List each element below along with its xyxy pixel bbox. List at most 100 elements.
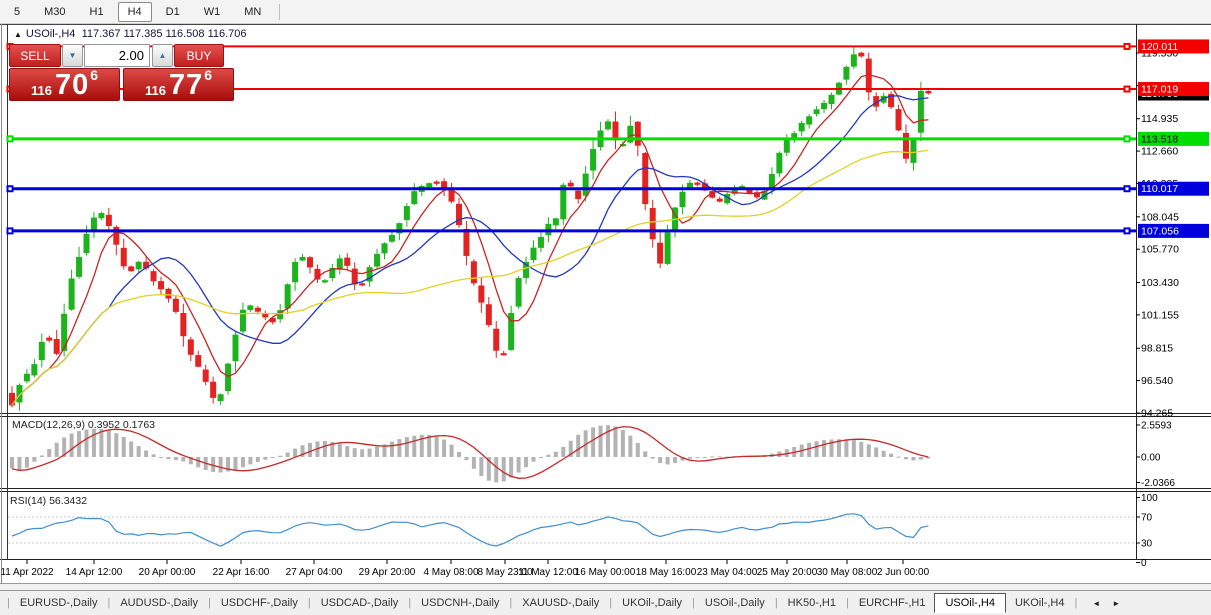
- candle-body: [843, 66, 850, 80]
- ma-slow: [11, 149, 929, 406]
- macd-histogram-bar: [367, 448, 372, 457]
- time-axis[interactable]: 11 Apr 2022 14 Apr 12:00 20 Apr 00:00 22 Ap…: [0, 560, 930, 578]
- candle-body: [508, 312, 515, 350]
- candle-body: [858, 52, 865, 57]
- tab-usdcnh-daily[interactable]: USDCNH-,Daily: [421, 597, 500, 609]
- candle-body: [16, 385, 23, 403]
- candle-body: [299, 257, 306, 261]
- hline-price-box: [1138, 181, 1209, 196]
- macd-histogram-bar: [911, 457, 916, 461]
- candle-body: [68, 278, 75, 310]
- tab-usoil-daily[interactable]: USOil-,Daily: [704, 597, 765, 609]
- sell-button[interactable]: SELL: [9, 44, 61, 67]
- macd-histogram-bar: [166, 457, 171, 460]
- price-axis-label: 96.540: [1141, 375, 1173, 387]
- volume-decrease-button[interactable]: ▼: [62, 44, 83, 67]
- symbol-collapse-icon[interactable]: ▲: [14, 30, 22, 39]
- candle-body: [590, 149, 597, 171]
- candle-body: [262, 313, 269, 318]
- volume-input[interactable]: 2.00: [84, 44, 150, 67]
- candle-body: [9, 392, 15, 406]
- tab-separator: |: [609, 597, 613, 609]
- tab-audusd-daily[interactable]: AUDUSD-,Daily: [120, 597, 198, 609]
- candle-body: [180, 312, 187, 337]
- macd-histogram-bar: [576, 434, 581, 457]
- macd-histogram-bar: [486, 457, 491, 481]
- buy-button[interactable]: BUY: [174, 44, 224, 67]
- period-button-M30[interactable]: M30: [44, 5, 66, 18]
- candle-body: [530, 247, 537, 261]
- candle-body: [31, 364, 38, 376]
- candle-body: [359, 283, 366, 286]
- hline-handle-center: [1125, 187, 1129, 191]
- toolbar-separator: [279, 3, 281, 20]
- candle-body: [411, 191, 418, 205]
- tab-ukoil-daily[interactable]: UKOil-,Daily: [622, 597, 683, 609]
- period-button-H1[interactable]: H1: [89, 5, 104, 18]
- macd-histogram-bar: [859, 441, 864, 457]
- macd-histogram-bar: [553, 451, 558, 457]
- price-axis-line-labels: 116.706120.011117.019113.518110.017107.0…: [1138, 39, 1209, 238]
- time-axis-label: 16 May 00:00: [575, 567, 636, 578]
- period-button-5[interactable]: 5: [14, 5, 21, 18]
- time-axis-label: 11 May 12:00: [518, 567, 578, 578]
- tab-eurusd-daily[interactable]: EURUSD-,Daily: [19, 597, 98, 609]
- price-axis[interactable]: 119.550117.260114.935112.660110.385108.0…: [1136, 48, 1179, 420]
- macd-histogram-bar: [255, 457, 260, 463]
- candle-body: [493, 328, 500, 351]
- candle-body: [798, 122, 805, 132]
- tab-usdcad-daily[interactable]: USDCAD-,Daily: [320, 597, 399, 609]
- chart-symbol-label: USOil-,H4: [25, 28, 76, 40]
- candle-body: [783, 139, 790, 153]
- tab-scroll-right-button[interactable]: ►: [1112, 598, 1121, 608]
- period-button-W1[interactable]: W1: [203, 5, 221, 18]
- macd-histogram-bar: [613, 426, 618, 457]
- hline-handle-center: [1125, 44, 1129, 48]
- time-axis-label: 11 Apr 2022: [0, 567, 54, 578]
- tab-hk50-h1[interactable]: HK50-,H1: [787, 597, 836, 609]
- macd-histogram-bar: [99, 428, 104, 457]
- price-axis-label: 112.660: [1141, 146, 1178, 158]
- hline-price-box: [1138, 39, 1209, 54]
- macd-histogram-bar: [69, 433, 74, 457]
- tab-eurchf-h1[interactable]: EURCHF-,H1: [858, 597, 926, 609]
- chart-canvas[interactable]: 119.550117.260114.935112.660110.385108.0…: [0, 24, 1211, 590]
- tab-ukoil-h4[interactable]: UKOil-,H4: [1014, 597, 1065, 609]
- tab-xauusd-daily[interactable]: XAUUSD-,Daily: [522, 597, 600, 609]
- candle-body: [888, 93, 895, 108]
- period-button-MN[interactable]: MN: [244, 5, 262, 18]
- period-button-D1[interactable]: D1: [165, 5, 180, 18]
- bid-price-box[interactable]: 116 70 6: [9, 67, 120, 101]
- candle-body: [150, 271, 157, 282]
- ask-prefix: 116: [144, 83, 166, 98]
- macd-histogram-bar: [717, 456, 722, 458]
- macd-histogram-bar: [285, 452, 290, 457]
- candle-body: [239, 309, 246, 332]
- candle-body: [560, 184, 567, 220]
- tab-usdchf-daily[interactable]: USDCHF-,Daily: [220, 597, 298, 609]
- candle-body: [76, 257, 83, 277]
- volume-increase-button[interactable]: ▲: [152, 44, 173, 67]
- macd-histogram-bar: [114, 433, 119, 457]
- price-axis-label: 94.265: [1141, 408, 1173, 420]
- chevron-down-icon: ▼: [68, 51, 77, 60]
- hline-price-label: 110.017: [1141, 183, 1178, 195]
- period-button-H4[interactable]: H4: [117, 1, 152, 22]
- tab-separator: |: [774, 597, 778, 609]
- macd-histogram-bar: [121, 437, 126, 457]
- macd-histogram-bar: [568, 440, 573, 457]
- ask-price-box[interactable]: 116 77 6: [123, 67, 234, 101]
- chart-background: [0, 24, 1211, 590]
- macd-histogram-bar: [851, 440, 856, 457]
- tab-scroll-left-button[interactable]: ◄: [1092, 598, 1101, 608]
- candle-body: [463, 228, 470, 256]
- candle-body: [485, 304, 492, 325]
- rsi-axis-label: 100: [1141, 493, 1158, 504]
- macd-histogram-bar: [561, 446, 566, 457]
- candle-body: [38, 341, 45, 361]
- candle-body: [366, 267, 373, 282]
- hline-price-box: [1138, 131, 1209, 146]
- price-axis-label: 101.155: [1141, 309, 1179, 321]
- bottom-filler: [0, 584, 1211, 590]
- tab-usoil-h4[interactable]: USOil-,H4: [934, 593, 1006, 613]
